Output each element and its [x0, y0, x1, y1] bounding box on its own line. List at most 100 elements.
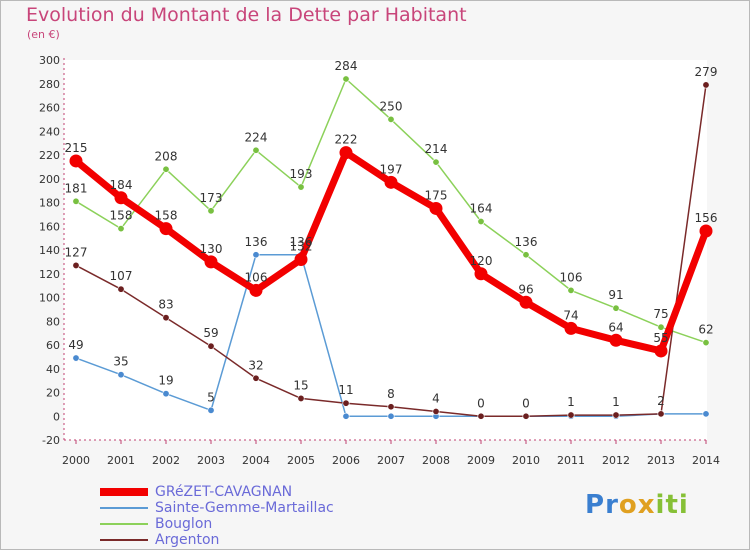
y-tick-label: 60: [46, 339, 60, 352]
data-point-gr-zet-cavagnan: [429, 201, 443, 215]
y-tick-label: 140: [39, 244, 60, 257]
y-tick-label: 0: [53, 410, 60, 423]
x-tick-label: 2001: [107, 454, 135, 467]
y-tick-label: 300: [39, 54, 60, 67]
data-label-bouglon: 106: [560, 270, 583, 284]
data-point-argenton: [567, 411, 575, 419]
data-point-argenton: [72, 261, 80, 269]
y-tick-label: 280: [39, 78, 60, 91]
data-label-argenton: 83: [158, 298, 173, 312]
data-label-argenton: 0: [477, 396, 485, 410]
data-point-gr-zet-cavagnan: [384, 175, 398, 189]
data-point-argenton: [252, 374, 260, 382]
legend-swatch: [100, 539, 148, 541]
y-tick-label: 240: [39, 125, 60, 138]
data-point-gr-zet-cavagnan: [339, 146, 353, 160]
data-point-bouglon: [342, 75, 350, 83]
data-point-gr-zet-cavagnan: [69, 154, 83, 168]
data-point-argenton: [207, 342, 215, 350]
legend-item: Argenton: [100, 532, 400, 549]
logo-letter: P: [585, 490, 606, 520]
data-point-bouglon: [207, 207, 215, 215]
data-label-argenton: 15: [293, 378, 308, 392]
data-point-sainte-gemme-martaillac: [387, 412, 395, 420]
x-tick-label: 2013: [647, 454, 675, 467]
data-point-argenton: [342, 399, 350, 407]
data-label-bouglon: 158: [110, 209, 133, 223]
data-label-bouglon: 224: [245, 130, 268, 144]
data-label-sainte-gemme-martaillac: 35: [113, 355, 128, 369]
data-point-bouglon: [252, 146, 260, 154]
data-point-argenton: [162, 314, 170, 322]
data-label-bouglon: 284: [335, 59, 358, 73]
x-tick-label: 2000: [62, 454, 90, 467]
data-label-gr-zet-cavagnan: 132: [290, 240, 313, 254]
logo-letter: x: [637, 490, 656, 520]
legend-label: Bouglon: [155, 516, 213, 532]
legend-swatch: [100, 523, 148, 525]
x-tick-label: 2002: [152, 454, 180, 467]
legend-item: Bouglon: [100, 516, 400, 533]
data-label-bouglon: 208: [155, 149, 178, 163]
data-label-argenton: 279: [695, 65, 718, 79]
data-point-gr-zet-cavagnan: [294, 253, 308, 266]
data-label-gr-zet-cavagnan: 175: [425, 188, 448, 202]
data-point-sainte-gemme-martaillac: [207, 406, 215, 414]
data-point-bouglon: [297, 183, 305, 191]
data-label-argenton: 1: [612, 395, 620, 409]
data-label-bouglon: 181: [65, 181, 88, 195]
data-point-argenton: [477, 412, 485, 420]
data-label-gr-zet-cavagnan: 222: [335, 133, 358, 147]
x-tick-label: 2007: [377, 454, 405, 467]
data-label-gr-zet-cavagnan: 197: [380, 162, 403, 176]
legend-label: GRéZET-CAVAGNAN: [155, 484, 293, 500]
data-point-bouglon: [702, 339, 710, 347]
data-point-gr-zet-cavagnan: [654, 344, 668, 358]
data-label-gr-zet-cavagnan: 64: [608, 320, 623, 334]
data-label-argenton: 107: [110, 269, 133, 283]
data-label-sainte-gemme-martaillac: 49: [68, 338, 83, 352]
data-point-gr-zet-cavagnan: [519, 295, 533, 309]
x-tick-label: 2009: [467, 454, 495, 467]
plot-area: [64, 60, 707, 440]
x-tick-label: 2003: [197, 454, 225, 467]
data-label-gr-zet-cavagnan: 158: [155, 209, 178, 223]
data-label-sainte-gemme-martaillac: 19: [158, 374, 173, 388]
data-label-gr-zet-cavagnan: 215: [65, 141, 88, 155]
legend-swatch: [100, 507, 148, 509]
data-label-gr-zet-cavagnan: 106: [245, 270, 268, 284]
proxiti-logo: Proxiti: [585, 490, 689, 520]
data-point-gr-zet-cavagnan: [699, 224, 713, 238]
legend-item: Sainte-Gemme-Martaillac: [100, 500, 400, 517]
x-tick-label: 2004: [242, 454, 270, 467]
data-point-gr-zet-cavagnan: [564, 321, 578, 335]
data-label-gr-zet-cavagnan: 120: [470, 254, 493, 268]
x-tick-label: 2006: [332, 454, 360, 467]
x-tick-label: 2012: [602, 454, 630, 467]
data-point-argenton: [522, 412, 530, 420]
data-point-sainte-gemme-martaillac: [72, 354, 80, 362]
data-point-bouglon: [522, 251, 530, 259]
data-label-argenton: 11: [338, 383, 353, 397]
data-label-argenton: 32: [248, 358, 263, 372]
data-label-bouglon: 136: [515, 235, 538, 249]
legend-label: Sainte-Gemme-Martaillac: [155, 500, 334, 516]
data-label-bouglon: 250: [380, 99, 403, 113]
data-point-sainte-gemme-martaillac: [117, 371, 125, 379]
data-point-gr-zet-cavagnan: [249, 283, 263, 297]
data-label-argenton: 4: [432, 392, 440, 406]
y-tick-label: 100: [39, 292, 60, 305]
x-tick-label: 2014: [692, 454, 720, 467]
data-label-argenton: 127: [65, 245, 88, 259]
y-tick-label: 40: [46, 363, 60, 376]
data-point-sainte-gemme-martaillac: [252, 251, 260, 259]
data-label-gr-zet-cavagnan: 74: [563, 308, 578, 322]
legend-swatch: [100, 488, 148, 496]
x-tick-label: 2005: [287, 454, 315, 467]
data-label-argenton: 1: [567, 395, 575, 409]
data-label-argenton: 59: [203, 326, 218, 340]
data-point-sainte-gemme-martaillac: [342, 412, 350, 420]
y-tick-label: 260: [39, 102, 60, 115]
data-point-argenton: [387, 403, 395, 411]
